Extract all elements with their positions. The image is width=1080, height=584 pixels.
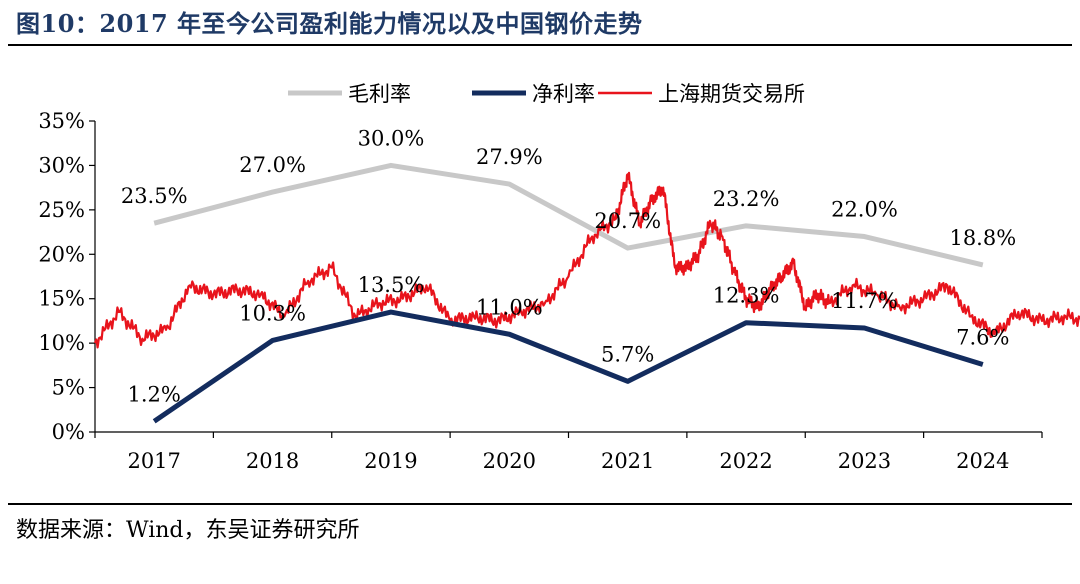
series-line-steel-price [93, 171, 1080, 349]
gross-margin-label: 30.0% [358, 126, 425, 150]
chart-axes: 0% 5% 10% 15% 20% 25% 30% 35% 2017 2018 2019 2020 20… [38, 109, 1043, 473]
net-margin-label: 7.6% [956, 325, 1009, 349]
net-margin-label: 1.2% [128, 382, 181, 406]
x-tick-label: 2023 [838, 449, 891, 473]
chart-legend: 毛利率 净利率 上海期货交易所 [288, 82, 805, 106]
chart-series [93, 162, 1080, 424]
y-tick-label: 20% [38, 242, 85, 266]
net-margin-label: 11.0% [476, 295, 543, 319]
x-tick-label: 2018 [246, 449, 299, 473]
legend-item-net-margin-label: 净利率 [532, 82, 595, 106]
gross-margin-label: 22.0% [831, 198, 898, 222]
legend-item-steel-price-label: 上海期货交易所 [658, 82, 805, 106]
gross-margin-label: 27.9% [476, 145, 543, 169]
gross-margin-label: 23.5% [121, 184, 188, 208]
footer-divider [8, 503, 1072, 505]
net-margin-label: 13.5% [358, 273, 425, 297]
series-line-net-margin [152, 309, 984, 424]
gross-margin-label: 27.0% [239, 153, 306, 177]
title-divider [8, 44, 1072, 46]
chart-data-labels: 23.5% 27.0% 30.0% 27.9% 20.7% 23.2% 22.0% 18.8%… [121, 126, 1016, 406]
y-tick-label: 30% [38, 153, 85, 177]
net-margin-label: 10.3% [239, 301, 306, 325]
series-line-gross-margin [153, 162, 984, 268]
y-tick-label: 5% [52, 376, 85, 400]
x-tick-label: 2017 [127, 449, 180, 473]
y-tick-label: 10% [38, 331, 85, 355]
x-tick-label: 2019 [364, 449, 417, 473]
gross-margin-label: 23.2% [713, 187, 780, 211]
x-tick-label: 2021 [601, 449, 654, 473]
legend-item-gross-margin-label: 毛利率 [348, 82, 411, 106]
net-margin-label: 12.3% [713, 284, 780, 308]
x-tick-label: 2024 [956, 449, 1009, 473]
x-tick-label: 2020 [483, 449, 536, 473]
gross-margin-label: 20.7% [594, 209, 661, 233]
net-margin-label: 5.7% [601, 342, 654, 366]
y-tick-label: 0% [52, 420, 85, 444]
y-tick-label: 15% [38, 287, 85, 311]
x-tick-label: 2022 [719, 449, 772, 473]
y-tick-label: 35% [38, 109, 85, 133]
net-margin-label: 11.7% [831, 289, 898, 313]
gross-margin-label: 18.8% [949, 226, 1016, 250]
chart-title: 图10：2017 年至今公司盈利能力情况以及中国钢价走势 [16, 9, 643, 38]
y-tick-label: 25% [38, 198, 85, 222]
data-source: 数据来源：Wind，东吴证券研究所 [16, 518, 360, 543]
